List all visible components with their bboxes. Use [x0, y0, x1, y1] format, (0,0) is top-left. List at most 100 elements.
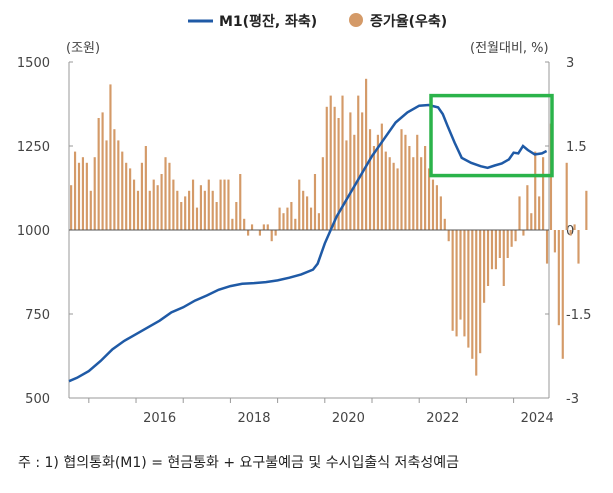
- growth-bar: [443, 218, 446, 230]
- growth-bar: [325, 106, 328, 230]
- growth-bar: [357, 95, 360, 230]
- growth-bar: [365, 78, 368, 230]
- growth-bar: [510, 230, 513, 247]
- growth-bar: [70, 185, 73, 230]
- growth-bar: [404, 134, 407, 230]
- left-tick-label: 500: [25, 392, 50, 407]
- growth-bar: [282, 213, 285, 230]
- growth-bar: [73, 151, 77, 230]
- growth-bar: [498, 230, 501, 258]
- growth-bar: [321, 157, 324, 230]
- growth-bar: [239, 174, 242, 230]
- growth-bar: [530, 213, 533, 230]
- growth-bar: [565, 162, 568, 230]
- legend-bar-label: 증가율(우축): [370, 13, 447, 30]
- right-axis-unit: (전월대비, %): [470, 41, 549, 56]
- growth-bar: [286, 207, 289, 230]
- growth-bar: [471, 230, 474, 359]
- right-tick-label: 3: [566, 56, 574, 71]
- growth-bar: [132, 179, 136, 230]
- left-tick-label: 1500: [17, 56, 50, 71]
- growth-bar: [195, 207, 199, 230]
- growth-bar: [258, 230, 261, 236]
- growth-bar: [553, 230, 556, 253]
- growth-bar: [400, 129, 403, 230]
- growth-bar: [140, 162, 144, 230]
- growth-bar: [247, 230, 250, 236]
- growth-bar: [77, 162, 81, 230]
- growth-bar: [207, 179, 210, 230]
- growth-bar: [486, 230, 490, 286]
- growth-bar: [427, 168, 431, 230]
- growth-bar: [191, 179, 195, 230]
- growth-bar: [396, 168, 399, 230]
- growth-bar: [522, 230, 525, 236]
- growth-bar: [475, 230, 478, 376]
- growth-bar: [333, 106, 336, 230]
- m1-line: [68, 103, 548, 383]
- growth-bar: [97, 118, 100, 230]
- growth-bar: [211, 190, 214, 230]
- growth-bar: [545, 230, 549, 264]
- x-tick-label: 2016: [143, 411, 176, 426]
- growth-bar: [569, 230, 572, 236]
- growth-bar: [152, 179, 155, 230]
- growth-bar: [392, 162, 395, 230]
- growth-bar: [376, 134, 379, 230]
- growth-bar: [121, 151, 124, 230]
- growth-bar: [270, 230, 273, 242]
- growth-bar: [534, 151, 537, 230]
- growth-bar: [144, 146, 147, 230]
- growth-bar: [160, 174, 163, 230]
- growth-bar: [585, 190, 588, 230]
- growth-bar: [180, 202, 183, 230]
- left-tick-label: 1250: [17, 140, 50, 155]
- left-tick-label: 1000: [17, 224, 50, 239]
- growth-bar: [349, 112, 352, 230]
- growth-bar: [372, 146, 376, 230]
- growth-bar: [557, 230, 560, 326]
- x-tick-label: 2024: [521, 411, 554, 426]
- growth-bar: [290, 202, 293, 230]
- legend-line-label: M1(평잔, 좌축): [219, 13, 317, 30]
- growth-bar: [113, 129, 116, 230]
- growth-bar: [156, 185, 159, 230]
- growth-bar: [538, 196, 541, 230]
- growth-bar: [105, 140, 108, 230]
- growth-bar: [219, 179, 222, 230]
- growth-bar: [274, 230, 277, 236]
- left-axis-unit: (조원): [66, 41, 100, 56]
- growth-bar: [435, 185, 438, 230]
- growth-bar: [502, 230, 505, 286]
- growth-bar: [278, 207, 281, 230]
- growth-bar: [337, 118, 340, 230]
- growth-bar: [451, 230, 454, 331]
- growth-bar: [561, 230, 564, 359]
- growth-bar: [309, 207, 313, 230]
- x-tick-label: 2018: [237, 411, 270, 426]
- growth-bar: [235, 202, 238, 230]
- growth-bar: [388, 157, 391, 230]
- growth-bar: [368, 129, 372, 230]
- growth-bar: [172, 179, 175, 230]
- growth-bar: [164, 157, 167, 230]
- growth-bar: [262, 224, 265, 230]
- growth-bar: [231, 218, 234, 230]
- growth-bar: [380, 123, 383, 230]
- growth-bar: [203, 190, 206, 230]
- growth-bar: [302, 190, 305, 230]
- growth-bar: [266, 224, 269, 230]
- highlight-box: [429, 93, 554, 178]
- growth-bar: [514, 230, 517, 242]
- growth-bar: [455, 230, 458, 337]
- growth-bar: [188, 190, 191, 230]
- growth-bar: [101, 112, 104, 230]
- x-tick-label: 2020: [332, 411, 365, 426]
- growth-bar: [109, 84, 112, 231]
- growth-bar: [459, 230, 462, 320]
- growth-bar: [117, 140, 120, 230]
- right-tick-label: 1.5: [566, 140, 587, 155]
- growth-bar: [420, 157, 423, 230]
- growth-bar: [89, 190, 92, 230]
